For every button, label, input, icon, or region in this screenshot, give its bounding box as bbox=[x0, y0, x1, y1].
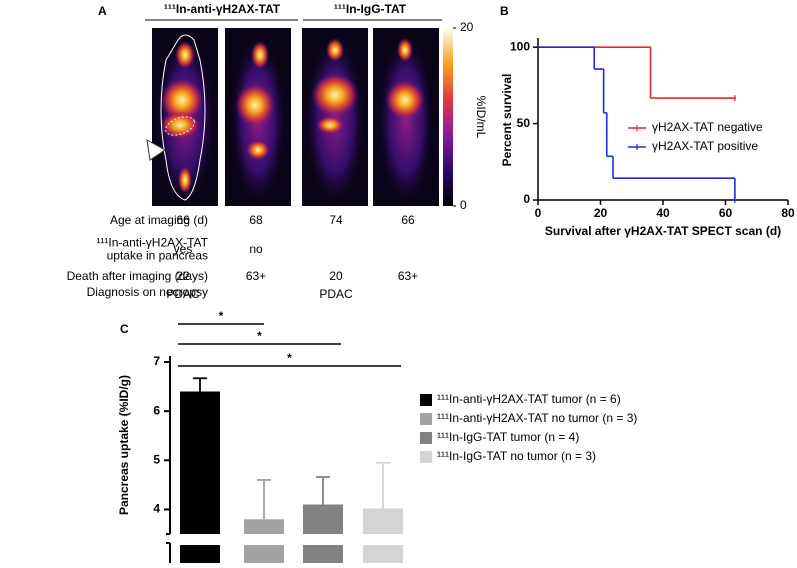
error-bar bbox=[193, 377, 207, 392]
row-label: ¹¹¹In-anti-γH2AX-TAT bbox=[96, 236, 208, 250]
cell-value: 63+ bbox=[398, 269, 418, 283]
group-title: ¹¹¹In-anti-γH2AX-TAT bbox=[164, 2, 281, 16]
colorbar-tick-label: 0 bbox=[460, 198, 467, 212]
x-tick-label: 40 bbox=[656, 206, 670, 220]
spect-image bbox=[225, 28, 291, 206]
panel-label: C bbox=[120, 322, 129, 336]
significance-label: * bbox=[219, 309, 224, 323]
cell-value: 22 bbox=[176, 269, 190, 283]
bar-base bbox=[244, 545, 284, 563]
significance-label: * bbox=[257, 329, 262, 343]
y-tick-label: 4 bbox=[153, 502, 160, 516]
cell-value: 66 bbox=[176, 213, 190, 227]
y-tick-label: 50 bbox=[517, 116, 531, 130]
y-tick-label: 6 bbox=[153, 403, 160, 417]
legend-label: γH2AX-TAT negative bbox=[652, 120, 763, 134]
cell-value: 63+ bbox=[246, 269, 266, 283]
legend-label: γH2AX-TAT positive bbox=[652, 139, 758, 153]
spect-image bbox=[373, 28, 439, 206]
legend-label: ¹¹¹In-IgG-TAT tumor (n = 4) bbox=[437, 430, 579, 444]
y-tick-label: 7 bbox=[153, 354, 160, 368]
y-tick-label: 0 bbox=[523, 192, 530, 206]
x-tick-label: 20 bbox=[594, 206, 608, 220]
legend-swatch bbox=[420, 394, 432, 406]
cell-value: yes bbox=[174, 242, 193, 256]
error-bar bbox=[316, 476, 330, 505]
cell-value: 20 bbox=[329, 269, 343, 283]
row-label: Diagnosis on necropsy bbox=[87, 285, 208, 299]
cell-value: 68 bbox=[249, 213, 263, 227]
survival-curve bbox=[538, 46, 736, 203]
group-title: ¹¹¹In-IgG-TAT bbox=[334, 2, 407, 16]
legend-swatch bbox=[420, 432, 432, 444]
legend-label: ¹¹¹In-anti-γH2AX-TAT tumor (n = 6) bbox=[437, 392, 621, 406]
significance-label: * bbox=[287, 351, 292, 365]
x-tick-label: 0 bbox=[535, 206, 542, 220]
legend-swatch bbox=[420, 451, 432, 463]
bar-base bbox=[363, 545, 403, 563]
row-label: Death after imaging (days) bbox=[67, 269, 208, 283]
panel-label: A bbox=[98, 4, 107, 18]
colorbar-tick-label: 20 bbox=[460, 20, 474, 34]
legend-swatch bbox=[420, 413, 432, 425]
legend-label: ¹¹¹In-IgG-TAT no tumor (n = 3) bbox=[437, 449, 596, 463]
cell-value: PDAC bbox=[319, 287, 353, 301]
y-tick-label: 100 bbox=[510, 39, 530, 53]
x-tick-label: 80 bbox=[781, 206, 795, 220]
bar-base bbox=[180, 545, 220, 563]
survival-curve bbox=[538, 46, 736, 102]
colorbar bbox=[443, 28, 453, 206]
bar bbox=[303, 504, 343, 534]
spect-images bbox=[146, 28, 453, 206]
cell-value: 66 bbox=[401, 213, 415, 227]
row-label: uptake in pancreas bbox=[107, 249, 208, 263]
legend-label: ¹¹¹In-anti-γH2AX-TAT no tumor (n = 3) bbox=[437, 411, 637, 425]
row-label: Age at imaging (d) bbox=[110, 213, 208, 227]
bar bbox=[244, 519, 284, 534]
colorbar-label: %ID/mL bbox=[474, 96, 488, 139]
bar bbox=[180, 391, 220, 534]
x-tick-label: 60 bbox=[719, 206, 733, 220]
error-bar bbox=[257, 479, 271, 520]
panel-label: B bbox=[500, 4, 509, 18]
bar-base bbox=[303, 545, 343, 563]
error-bar bbox=[376, 461, 390, 509]
y-tick-label: 5 bbox=[153, 452, 160, 466]
y-axis-label: Pancreas uptake (%ID/g) bbox=[117, 375, 131, 515]
spect-image bbox=[146, 28, 218, 206]
x-axis-label: Survival after γH2AX-TAT SPECT scan (d) bbox=[545, 224, 781, 238]
cell-value: no bbox=[249, 242, 263, 256]
bar bbox=[363, 508, 403, 534]
spect-image bbox=[302, 28, 368, 206]
cell-value: PDAC bbox=[166, 287, 200, 301]
cell-value: 74 bbox=[329, 213, 343, 227]
y-axis-label: Percent survival bbox=[500, 74, 514, 167]
